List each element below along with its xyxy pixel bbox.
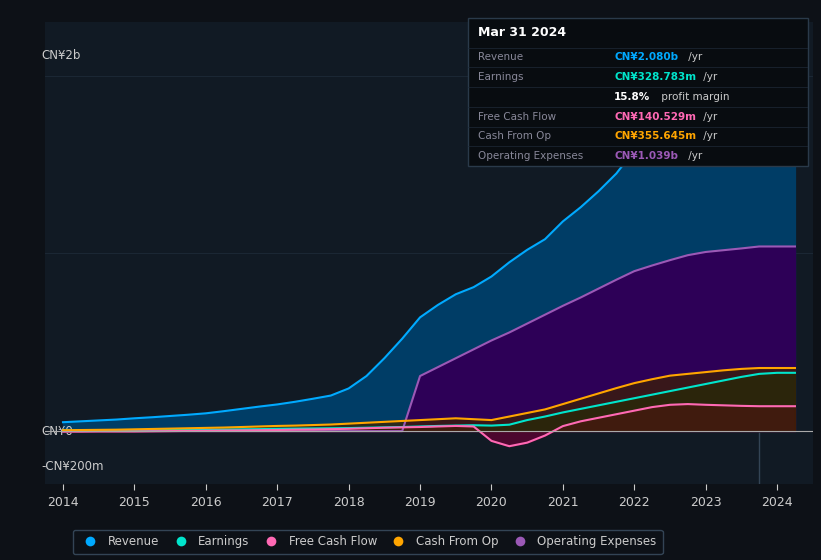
Text: -CN¥200m: -CN¥200m (41, 460, 103, 473)
Legend: Revenue, Earnings, Free Cash Flow, Cash From Op, Operating Expenses: Revenue, Earnings, Free Cash Flow, Cash … (72, 530, 663, 554)
Text: Free Cash Flow: Free Cash Flow (478, 111, 557, 122)
Text: Earnings: Earnings (478, 72, 524, 82)
Text: Mar 31 2024: Mar 31 2024 (478, 26, 566, 39)
Text: profit margin: profit margin (658, 92, 730, 102)
Text: /yr: /yr (699, 72, 717, 82)
Text: /yr: /yr (685, 53, 702, 63)
Text: Operating Expenses: Operating Expenses (478, 151, 584, 161)
Text: CN¥2b: CN¥2b (41, 49, 80, 62)
Text: 15.8%: 15.8% (614, 92, 650, 102)
Text: CN¥0: CN¥0 (41, 424, 73, 437)
Text: CN¥328.783m: CN¥328.783m (614, 72, 696, 82)
Text: CN¥355.645m: CN¥355.645m (614, 132, 696, 141)
Text: CN¥2.080b: CN¥2.080b (614, 53, 678, 63)
Text: CN¥1.039b: CN¥1.039b (614, 151, 678, 161)
Text: CN¥140.529m: CN¥140.529m (614, 111, 696, 122)
Text: /yr: /yr (685, 151, 702, 161)
Text: /yr: /yr (699, 132, 717, 141)
Text: /yr: /yr (699, 111, 717, 122)
Text: Cash From Op: Cash From Op (478, 132, 551, 141)
Text: Revenue: Revenue (478, 53, 523, 63)
